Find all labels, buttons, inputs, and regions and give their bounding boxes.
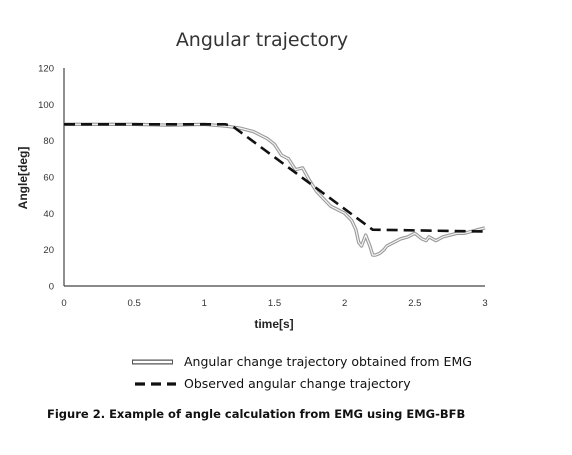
figure-caption: Figure 2. Example of angle calculation f… <box>47 407 466 421</box>
x-tick-labels: 0 0.5 1 1.5 2 2.5 3 <box>61 298 487 309</box>
x-tick-label: 1.5 <box>268 298 281 309</box>
y-tick-labels: 0 20 40 60 80 100 120 <box>38 64 54 293</box>
x-tick-label: 0.5 <box>128 298 141 309</box>
legend-label-observed: Observed angular change trajectory <box>184 376 411 391</box>
legend: Angular change trajectory obtained from … <box>132 354 472 391</box>
y-tick-label: 80 <box>43 136 54 147</box>
chart-title: Angular trajectory <box>176 29 348 51</box>
y-tick-label: 0 <box>49 282 54 293</box>
y-tick-label: 40 <box>43 209 54 220</box>
series-line-emg-inner <box>64 123 486 256</box>
legend-item-emg: Angular change trajectory obtained from … <box>132 354 472 369</box>
legend-item-observed: Observed angular change trajectory <box>135 376 411 391</box>
y-tick-label: 60 <box>43 173 54 184</box>
x-tick-label: 1 <box>202 298 207 309</box>
series-layer <box>64 122 486 257</box>
y-tick-label: 20 <box>43 245 54 256</box>
series-line-observed <box>64 123 486 233</box>
y-tick-label: 100 <box>38 100 54 111</box>
x-tick-label: 2 <box>342 298 347 309</box>
x-tick-label: 2.5 <box>408 298 421 309</box>
x-axis-label: time[s] <box>254 317 293 331</box>
y-axis-label: Angle[deg] <box>16 147 30 210</box>
x-tick-label: 3 <box>482 298 487 309</box>
x-tick-label: 0 <box>61 298 66 309</box>
y-tick-label: 120 <box>38 64 54 75</box>
legend-label-emg: Angular change trajectory obtained from … <box>184 354 472 369</box>
